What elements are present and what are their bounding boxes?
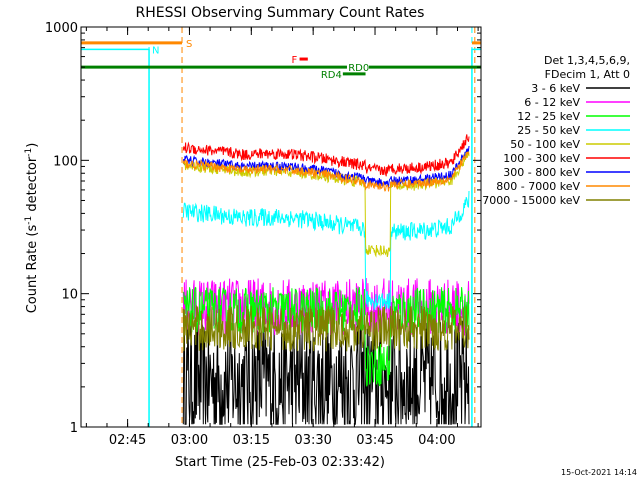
- y-tick-label-3: 1000: [45, 21, 78, 36]
- timestamp: 15-Oct-2021 14:14: [561, 468, 637, 477]
- y-axis-label-main: Count Rate (s: [25, 225, 40, 314]
- x-tick-label-0: 02:45: [109, 433, 146, 448]
- series-line-3: [182, 190, 470, 312]
- series-line-7: [182, 151, 470, 192]
- flag-label-f: F: [292, 55, 298, 66]
- y-axis: 1 10 100 1000: [45, 21, 481, 436]
- legend: Det 1,3,4,5,6,9, FDecim 1, Att 0 3 - 6 k…: [482, 54, 630, 207]
- x-axis-label: Start Time (25-Feb-03 02:33:42): [175, 455, 385, 470]
- flag-label-s: S: [186, 39, 192, 50]
- x-tick-label-4: 03:45: [356, 433, 393, 448]
- legend-label-0: 3 - 6 keV: [531, 82, 580, 95]
- legend-label-5: 100 - 300 keV: [503, 152, 580, 165]
- plot-marks: S N F RD0 RD4: [81, 27, 481, 427]
- x-tick-label-1: 03:00: [171, 433, 208, 448]
- legend-label-4: 50 - 100 keV: [510, 138, 580, 151]
- series-line-8: [182, 305, 470, 352]
- plot-frame: [80, 26, 482, 428]
- legend-label-7: 800 - 7000 keV: [496, 180, 580, 193]
- series-line-5: [182, 134, 470, 177]
- x-axis: 02:45 03:00 03:15 03:30 03:45 04:00: [85, 27, 479, 448]
- legend-label-2: 12 - 25 keV: [517, 110, 580, 123]
- y-tick-label-0: 1: [70, 421, 78, 436]
- legend-label-6: 300 - 800 keV: [503, 166, 580, 179]
- legend-label-3: 25 - 50 keV: [517, 124, 580, 137]
- legend-label-1: 6 - 12 keV: [524, 96, 580, 109]
- flag-label-rd0: RD0: [348, 63, 369, 74]
- x-tick-label-3: 03:30: [294, 433, 331, 448]
- series-line-6: [182, 145, 470, 188]
- flag-label-n: N: [152, 45, 159, 56]
- x-tick-label-5: 04:00: [418, 433, 455, 448]
- flag-label-rd4: RD4: [321, 70, 342, 81]
- y-axis-label-mid: detector: [25, 156, 40, 216]
- legend-header-1: Det 1,3,4,5,6,9,: [544, 54, 630, 67]
- y-tick-label-1: 10: [61, 288, 78, 303]
- night-block-left: [81, 48, 150, 427]
- y-axis-label-end: ): [25, 143, 40, 148]
- flag-label-rd0-bg: [346, 61, 369, 73]
- y-axis-label-sup2: -1: [24, 148, 34, 157]
- chart-title: RHESSI Observing Summary Count Rates: [136, 5, 425, 21]
- x-tick-label-2: 03:15: [233, 433, 270, 448]
- y-axis-label-sup1: -1: [24, 216, 34, 225]
- night-block-right: [471, 48, 481, 427]
- legend-label-8: 7000 - 15000 keV: [482, 194, 580, 207]
- y-tick-label-2: 100: [53, 154, 78, 169]
- legend-header-2: FDecim 1, Att 0: [545, 68, 630, 81]
- y-axis-label: Count Rate (s-1 detector-1): [24, 143, 40, 314]
